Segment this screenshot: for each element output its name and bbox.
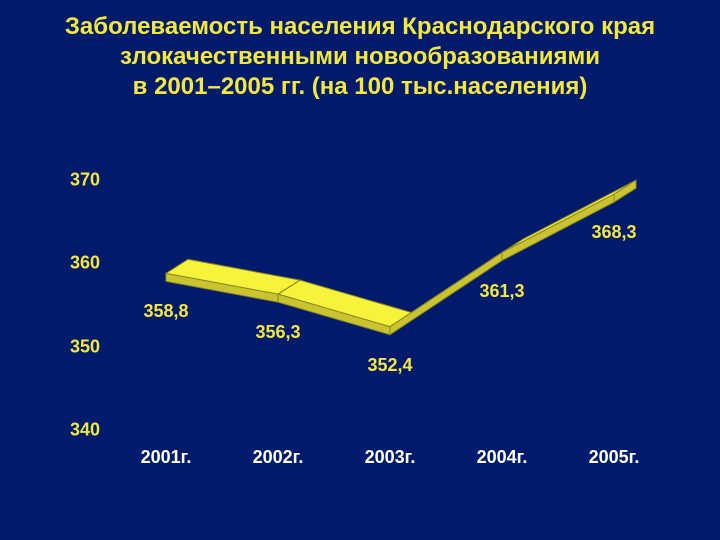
chart-title: Заболеваемость населения Краснодарского … xyxy=(40,12,680,102)
data-label: 356,3 xyxy=(255,322,300,343)
title-line-3: в 2001–2005 гг. (на 100 тыс.населения) xyxy=(40,72,680,102)
data-label: 361,3 xyxy=(479,281,524,302)
x-axis: 2001г. 2002г. 2003г. 2004г. 2005г. xyxy=(40,438,680,468)
title-line-2: злокачественными новообразованиями xyxy=(40,42,680,72)
x-tick-label: 2002г. xyxy=(253,447,304,468)
data-label: 358,8 xyxy=(143,301,188,322)
x-tick-label: 2003г. xyxy=(365,447,416,468)
x-tick-label: 2005г. xyxy=(589,447,640,468)
data-labels: 358,8 356,3 352,4 361,3 368,3 xyxy=(40,180,680,470)
data-label: 368,3 xyxy=(591,222,636,243)
data-label: 352,4 xyxy=(367,355,412,376)
x-tick-label: 2004г. xyxy=(477,447,528,468)
chart-area: 340350360370 358,8356,3352,4361,3368,3 2… xyxy=(40,180,680,470)
slide: Заболеваемость населения Краснодарского … xyxy=(0,0,720,540)
x-tick-label: 2001г. xyxy=(141,447,192,468)
title-line-1: Заболеваемость населения Краснодарского … xyxy=(40,12,680,42)
